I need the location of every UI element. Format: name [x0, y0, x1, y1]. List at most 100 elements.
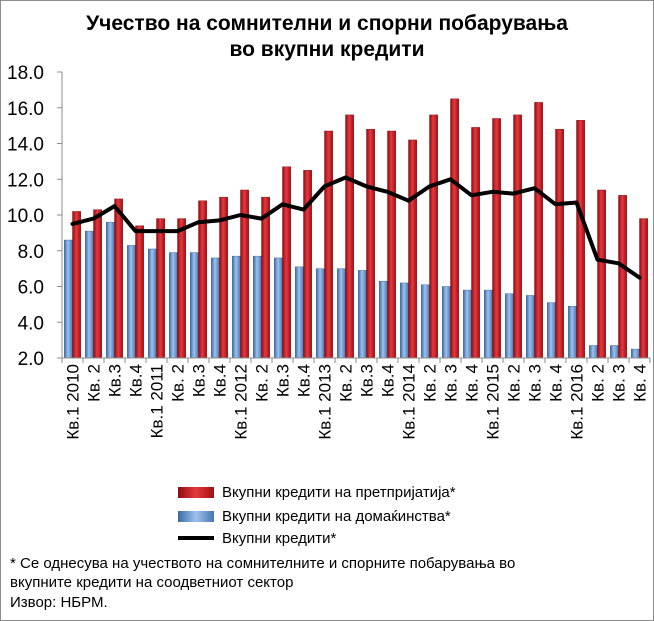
legend-label-total: Вкупни кредити*: [222, 529, 337, 547]
bar-enterprises: [597, 189, 606, 359]
y-tick-label: 18.0: [7, 63, 44, 84]
bar-enterprises: [135, 225, 144, 359]
x-tick-label: Кв. 3: [442, 364, 461, 402]
bar-enterprises: [303, 170, 312, 359]
x-axis: Кв.1 2010 Кв. 2 Кв.3 Кв.4 Кв.1 2011 Кв. 2 Кв.3…: [61, 357, 651, 440]
x-tick-label: Кв. 2: [421, 364, 440, 402]
bar-households: [505, 293, 514, 359]
x-tick-label: Кв.3: [106, 364, 125, 397]
bar-households: [610, 345, 619, 359]
chart-title-line-1: Учество на сомнителни и спорни побарувањ…: [86, 12, 568, 35]
bar-enterprises: [177, 218, 186, 359]
y-tick-label: 8.0: [18, 242, 44, 263]
x-tick-label: Кв. 4: [631, 364, 650, 402]
bar-households: [211, 257, 220, 359]
y-axis: 2.0 4.0 6.0 8.0 10.0 12.0 14.0 16.0 18.0: [7, 63, 63, 370]
chart-title-line-2: во вкупни кредити: [229, 38, 425, 61]
bar-households: [148, 248, 157, 359]
x-tick-label: Кв.4: [379, 364, 398, 397]
bar-households: [64, 239, 73, 359]
bar-enterprises: [408, 139, 417, 359]
legend-swatch-enterprises: [178, 486, 214, 498]
bar-households: [547, 302, 556, 359]
legend-swatch-total: [178, 536, 214, 540]
total-line: [70, 175, 642, 280]
bar-households: [295, 266, 304, 359]
line-total-credits: [70, 175, 642, 280]
x-tick-label: Кв.3: [358, 364, 377, 397]
x-tick-label: Кв. 2: [253, 364, 272, 402]
x-tick-label: Кв.4: [211, 364, 230, 397]
x-tick-label: Кв.3: [190, 364, 209, 397]
bar-households: [589, 345, 598, 359]
bar-households: [400, 282, 409, 359]
bar-enterprises: [261, 196, 270, 359]
bar-enterprises: [555, 128, 564, 359]
bar-enterprises: [429, 114, 438, 359]
bar-households: [358, 270, 367, 359]
bar-enterprises: [282, 166, 291, 359]
footnote-line-1: * Се однесува на учеството на сомнителни…: [10, 555, 516, 572]
x-tick-label: Кв.1 2015: [484, 364, 503, 440]
y-tick-label: 2.0: [18, 349, 44, 370]
bar-households: [337, 268, 346, 359]
x-tick-label: Кв.4: [295, 364, 314, 397]
y-tick-label: 10.0: [7, 206, 44, 227]
bar-enterprises: [324, 130, 333, 359]
x-tick-label: Кв.1 2010: [64, 364, 83, 440]
bar-households: [127, 245, 136, 359]
y-tick-label: 12.0: [7, 170, 44, 191]
footnote-line-2: вкупните кредити на соодветниот сектор: [10, 574, 294, 591]
bar-households: [484, 289, 493, 359]
bars: [64, 98, 648, 359]
y-tick-label: 14.0: [7, 135, 44, 156]
bar-households: [190, 252, 199, 359]
x-tick-label: Кв.4: [127, 364, 146, 397]
bar-enterprises: [576, 120, 585, 359]
bar-enterprises: [198, 200, 207, 359]
x-tick-label: Кв. 3: [610, 364, 629, 402]
bar-enterprises: [114, 198, 123, 359]
bar-households: [421, 284, 430, 359]
bar-households: [169, 252, 178, 359]
legend-swatch-households: [178, 510, 214, 522]
bar-enterprises: [513, 114, 522, 359]
y-tick-label: 16.0: [7, 99, 44, 120]
x-tick-label: Кв. 4: [547, 364, 566, 402]
x-tick-label: Кв.1 2013: [316, 364, 335, 440]
source-note: Извор: НБРМ.: [10, 594, 108, 611]
x-tick-label: Кв.1 2011: [148, 364, 167, 438]
y-tick-label: 6.0: [18, 278, 44, 299]
bar-households: [316, 268, 325, 359]
bar-households: [379, 280, 388, 359]
x-tick-label: Кв. 3: [526, 364, 545, 402]
bar-households: [274, 257, 283, 359]
bar-enterprises: [639, 218, 648, 359]
legend-item-total: Вкупни кредити*: [178, 527, 336, 549]
bar-households: [463, 289, 472, 359]
bar-households: [85, 230, 94, 359]
x-tick-label: Кв.1 2012: [232, 364, 251, 440]
chart-plot: 2.0 4.0 6.0 8.0 10.0 12.0 14.0 16.0 18.0 Кв.1 20…: [7, 63, 651, 440]
legend-item-households: Вкупни кредити на домаќинства*: [178, 505, 451, 527]
bar-enterprises: [93, 209, 102, 359]
x-tick-label: Кв.3: [274, 364, 293, 397]
x-tick-label: Кв. 2: [85, 364, 104, 402]
bar-enterprises: [156, 218, 165, 359]
bar-enterprises: [471, 127, 480, 359]
bar-enterprises: [72, 211, 81, 359]
bar-enterprises: [345, 114, 354, 359]
x-tick-label: Кв. 2: [589, 364, 608, 402]
bar-enterprises: [387, 130, 396, 359]
bar-enterprises: [492, 118, 501, 359]
bar-households: [526, 295, 535, 359]
x-tick-label: Кв. 4: [463, 364, 482, 402]
bar-households: [106, 221, 115, 359]
y-tick-label: 4.0: [18, 313, 44, 334]
legend-item-enterprises: Вкупни кредити на претпријатија*: [178, 481, 456, 503]
bar-households: [568, 305, 577, 359]
bar-enterprises: [534, 102, 543, 359]
bar-households: [442, 286, 451, 359]
x-tick-label: Кв. 2: [169, 364, 188, 402]
legend-label-households: Вкупни кредити на домаќинства*: [222, 507, 451, 525]
